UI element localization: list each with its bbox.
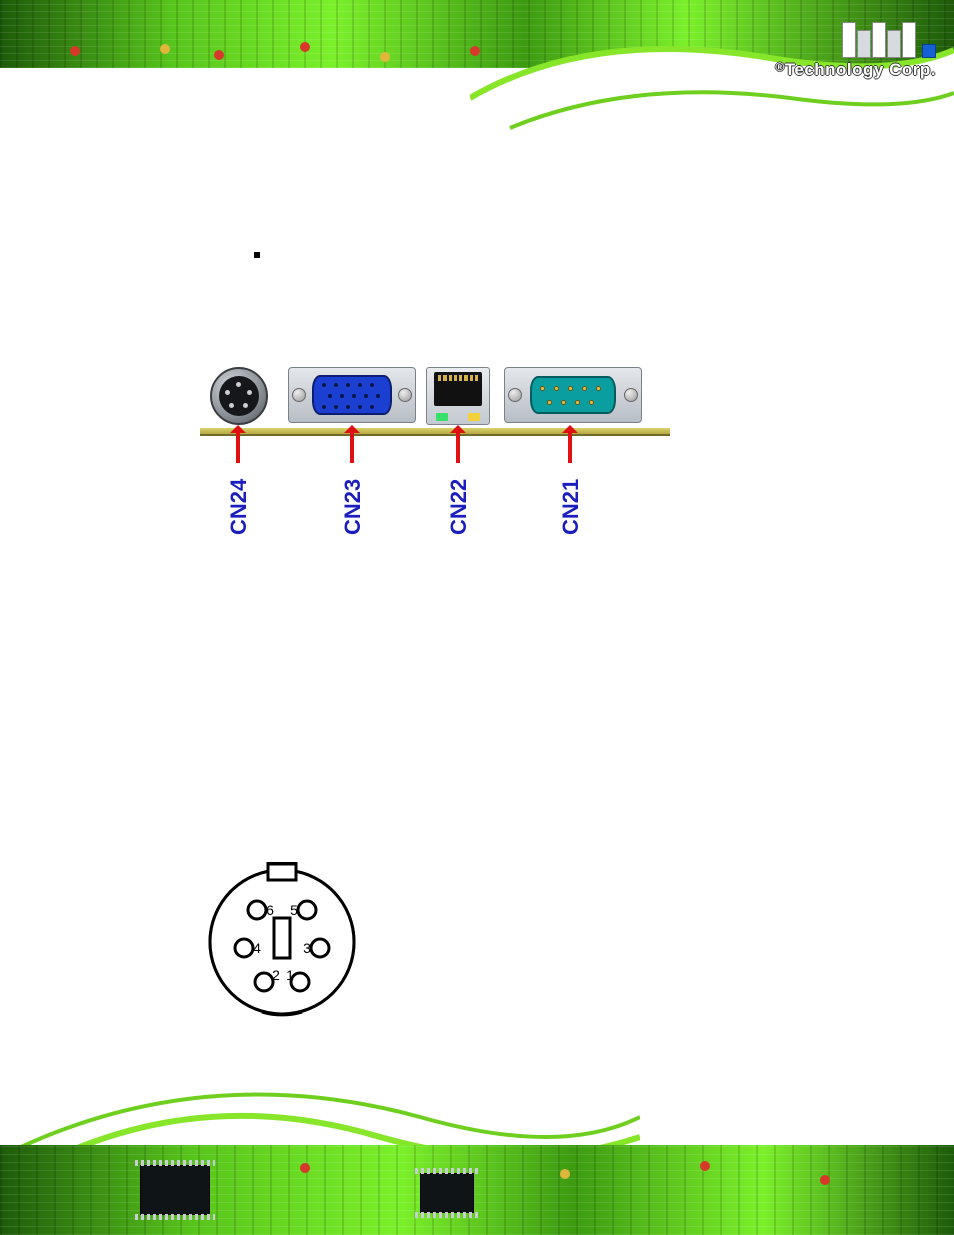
connector-serial	[504, 367, 642, 423]
header-banner: ®Technology Corp.	[0, 0, 954, 110]
pin-label: 3	[303, 940, 311, 956]
pin-label: 6	[266, 902, 274, 918]
pin-label: 5	[290, 902, 298, 918]
label-cn23: CN23	[340, 479, 366, 535]
brand-text: ®Technology Corp.	[775, 60, 936, 80]
brand-corp: Technology Corp.	[785, 60, 936, 79]
pin-label: 2	[272, 967, 280, 983]
arrow-cn23	[350, 429, 354, 463]
arrow-cn24	[236, 429, 240, 463]
arrow-cn21	[568, 429, 572, 463]
connector-vga	[288, 367, 416, 423]
label-cn22: CN22	[446, 479, 472, 535]
label-cn24: CN24	[226, 479, 252, 535]
pin-label: 4	[253, 940, 261, 956]
pcb-edge	[200, 428, 670, 434]
pcb-texture-bottom	[0, 1145, 954, 1235]
ps2-pinout-diagram: 6 5 4 3 2 1	[202, 862, 362, 1022]
connector-figure: CN24 CN23 CN22 CN21	[200, 363, 670, 553]
chip-icon	[420, 1173, 474, 1213]
chip-icon	[140, 1165, 210, 1215]
pin-label: 1	[286, 967, 294, 983]
iei-logo-icon	[842, 22, 936, 58]
label-cn21: CN21	[558, 479, 584, 535]
arrow-cn22	[456, 429, 460, 463]
footer-banner	[0, 1095, 954, 1235]
brand-registered: ®	[775, 60, 784, 74]
brand-logo: ®Technology Corp.	[676, 22, 936, 82]
